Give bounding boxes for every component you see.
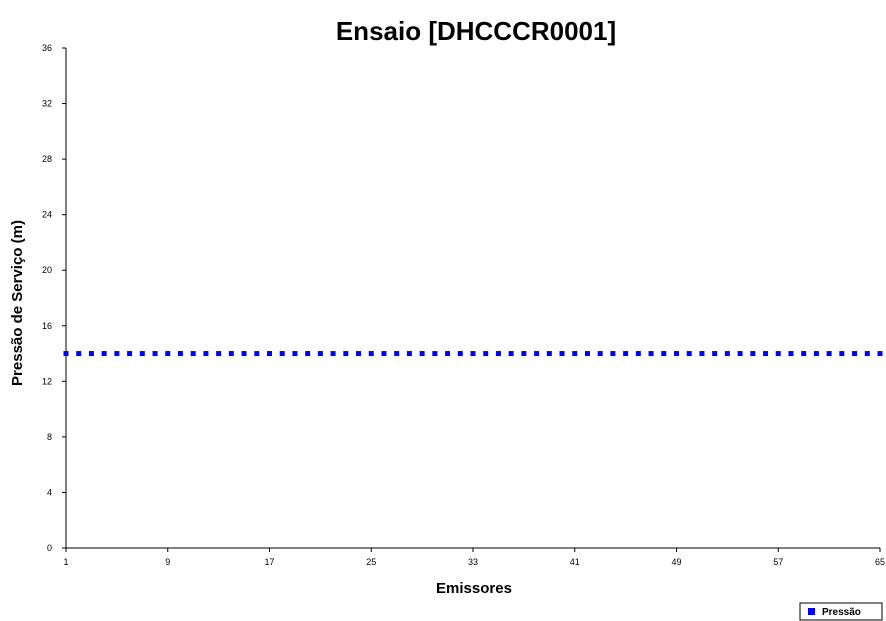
data-point (457, 351, 463, 357)
x-tick-label: 9 (165, 557, 170, 567)
y-tick-label: 24 (42, 210, 52, 220)
data-point (165, 351, 171, 357)
data-point (216, 351, 222, 357)
y-tick-label: 28 (42, 154, 52, 164)
y-ticks: 0 4 8 12 16 20 24 28 32 36 (42, 43, 66, 553)
data-point (610, 351, 616, 357)
data-point (381, 351, 387, 357)
data-point (406, 351, 412, 357)
data-point (343, 351, 349, 357)
x-ticks: 1 9 17 25 33 41 49 57 65 (63, 548, 885, 567)
series-pressao (63, 351, 883, 357)
data-point (572, 351, 578, 357)
x-tick-label: 17 (264, 557, 274, 567)
data-point (190, 351, 196, 357)
data-point (254, 351, 260, 357)
data-point (686, 351, 692, 357)
data-point (394, 351, 400, 357)
data-point (127, 351, 133, 357)
data-point (775, 351, 781, 357)
data-point (534, 351, 540, 357)
data-point (712, 351, 718, 357)
x-tick-label: 33 (468, 557, 478, 567)
y-axis-label: Pressão de Serviço (m) (9, 220, 26, 386)
x-tick-label: 25 (366, 557, 376, 567)
y-tick-label: 8 (47, 432, 52, 442)
data-point (864, 351, 870, 357)
data-point (241, 351, 247, 357)
x-tick-label: 41 (570, 557, 580, 567)
data-point (559, 351, 565, 357)
data-point (483, 351, 489, 357)
legend-swatch (808, 608, 815, 615)
data-point (88, 351, 94, 357)
data-point (674, 351, 679, 357)
data-point (750, 351, 756, 357)
legend-label: Pressão (822, 607, 861, 618)
y-tick-label: 32 (42, 99, 52, 109)
x-axis-label: Emissores (436, 580, 512, 597)
data-point (330, 351, 336, 357)
x-tick-label: 65 (875, 557, 885, 567)
y-tick-label: 16 (42, 321, 52, 331)
data-point (177, 351, 183, 357)
y-tick-label: 12 (42, 376, 52, 386)
x-tick-label: 57 (773, 557, 783, 567)
data-point (292, 351, 298, 357)
data-point (228, 351, 234, 357)
data-point (368, 351, 374, 357)
data-point (826, 351, 832, 357)
data-point (317, 351, 323, 357)
data-point (635, 351, 641, 357)
data-point (470, 351, 476, 357)
y-tick-label: 4 (47, 487, 52, 497)
x-tick-label: 49 (671, 557, 681, 567)
y-axis: 0 4 8 12 16 20 24 28 32 36 (42, 43, 67, 553)
y-tick-label: 0 (47, 543, 52, 553)
data-point (737, 351, 743, 357)
y-tick-label: 20 (42, 265, 52, 275)
data-point (267, 351, 272, 357)
data-point (623, 351, 629, 357)
data-point (839, 351, 845, 357)
data-point (584, 351, 590, 357)
data-point (813, 351, 819, 357)
data-point (203, 351, 209, 357)
data-point (495, 351, 501, 357)
data-point (521, 351, 527, 357)
data-point (852, 351, 858, 357)
data-point (419, 351, 425, 357)
data-point (445, 351, 451, 357)
data-point (114, 351, 120, 357)
data-point (432, 351, 438, 357)
data-point (139, 351, 145, 357)
x-tick-label: 1 (63, 557, 68, 567)
data-point (152, 351, 158, 357)
data-point (801, 351, 807, 357)
chart-title: Ensaio [DHCCCR0001] (336, 16, 616, 46)
data-point (648, 351, 654, 357)
data-point (724, 351, 730, 357)
data-point (279, 351, 285, 357)
data-point (305, 351, 311, 357)
legend-box (799, 602, 883, 621)
data-point (356, 351, 362, 357)
data-point (661, 351, 667, 357)
data-point (763, 351, 769, 357)
data-point (76, 351, 82, 357)
y-tick-label: 36 (42, 43, 52, 53)
data-point (699, 351, 705, 357)
data-point (788, 351, 794, 357)
x-axis: 1 9 17 25 33 41 49 57 65 (63, 547, 885, 567)
legend: Pressão (799, 602, 883, 621)
data-point (63, 351, 69, 357)
data-point (101, 351, 107, 357)
data-point (546, 351, 552, 357)
data-point (597, 351, 603, 357)
data-point (877, 351, 883, 357)
data-point (508, 351, 514, 357)
